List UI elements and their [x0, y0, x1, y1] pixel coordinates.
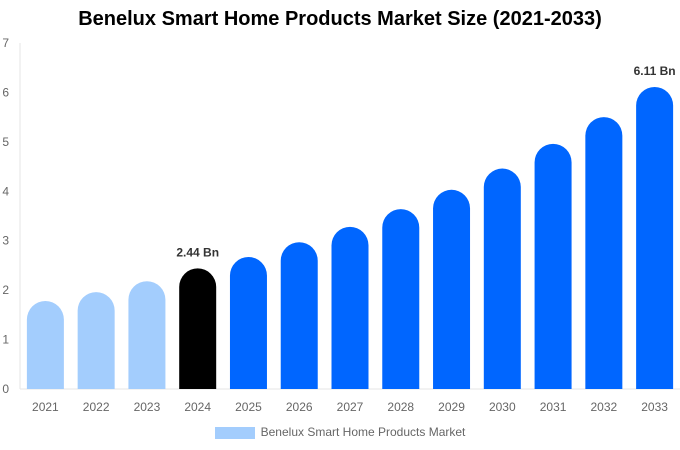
legend-label: Benelux Smart Home Products Market [260, 425, 466, 439]
data-label: 6.11 Bn [634, 64, 676, 78]
x-tick-label: 2022 [83, 400, 110, 414]
bar-2031[interactable] [534, 143, 572, 389]
data-label: 2.44 Bn [176, 245, 219, 259]
x-tick-label: 2021 [32, 400, 59, 414]
x-tick-label: 2029 [438, 400, 465, 414]
bar-2021[interactable] [26, 301, 64, 389]
x-tick-label: 2028 [387, 400, 414, 414]
y-tick-label: 3 [2, 234, 9, 248]
bar-2027[interactable] [331, 226, 369, 389]
x-tick-label: 2024 [184, 400, 211, 414]
bar-2033[interactable] [636, 86, 674, 390]
bar-2030[interactable] [483, 168, 521, 389]
y-tick-label: 7 [2, 36, 9, 50]
y-tick-label: 4 [2, 184, 9, 198]
legend-swatch [214, 426, 255, 439]
x-tick-label: 2030 [489, 400, 516, 414]
x-tick-label: 2025 [235, 400, 262, 414]
bar-2025[interactable] [229, 257, 267, 389]
x-tick-label: 2032 [590, 400, 617, 414]
bar-2023[interactable] [128, 281, 166, 389]
y-tick-label: 5 [2, 135, 9, 149]
bar-2028[interactable] [382, 209, 420, 389]
y-tick-label: 6 [2, 85, 9, 99]
x-tick-label: 2027 [337, 400, 364, 414]
bar-2026[interactable] [280, 242, 318, 389]
y-tick-label: 0 [2, 382, 9, 396]
x-tick-label: 2026 [286, 400, 313, 414]
chart-title: Benelux Smart Home Products Market Size … [78, 8, 602, 30]
bar-2022[interactable] [77, 292, 115, 389]
legend[interactable]: Benelux Smart Home Products Market [0, 425, 680, 439]
bar-2024[interactable] [179, 268, 217, 389]
x-tick-label: 2031 [540, 400, 567, 414]
bar-2029[interactable] [433, 189, 471, 389]
y-tick-label: 1 [2, 333, 9, 347]
x-tick-label: 2023 [134, 400, 161, 414]
y-tick-label: 2 [2, 283, 9, 297]
bar-2032[interactable] [585, 117, 623, 390]
x-tick-label: 2033 [641, 400, 668, 414]
